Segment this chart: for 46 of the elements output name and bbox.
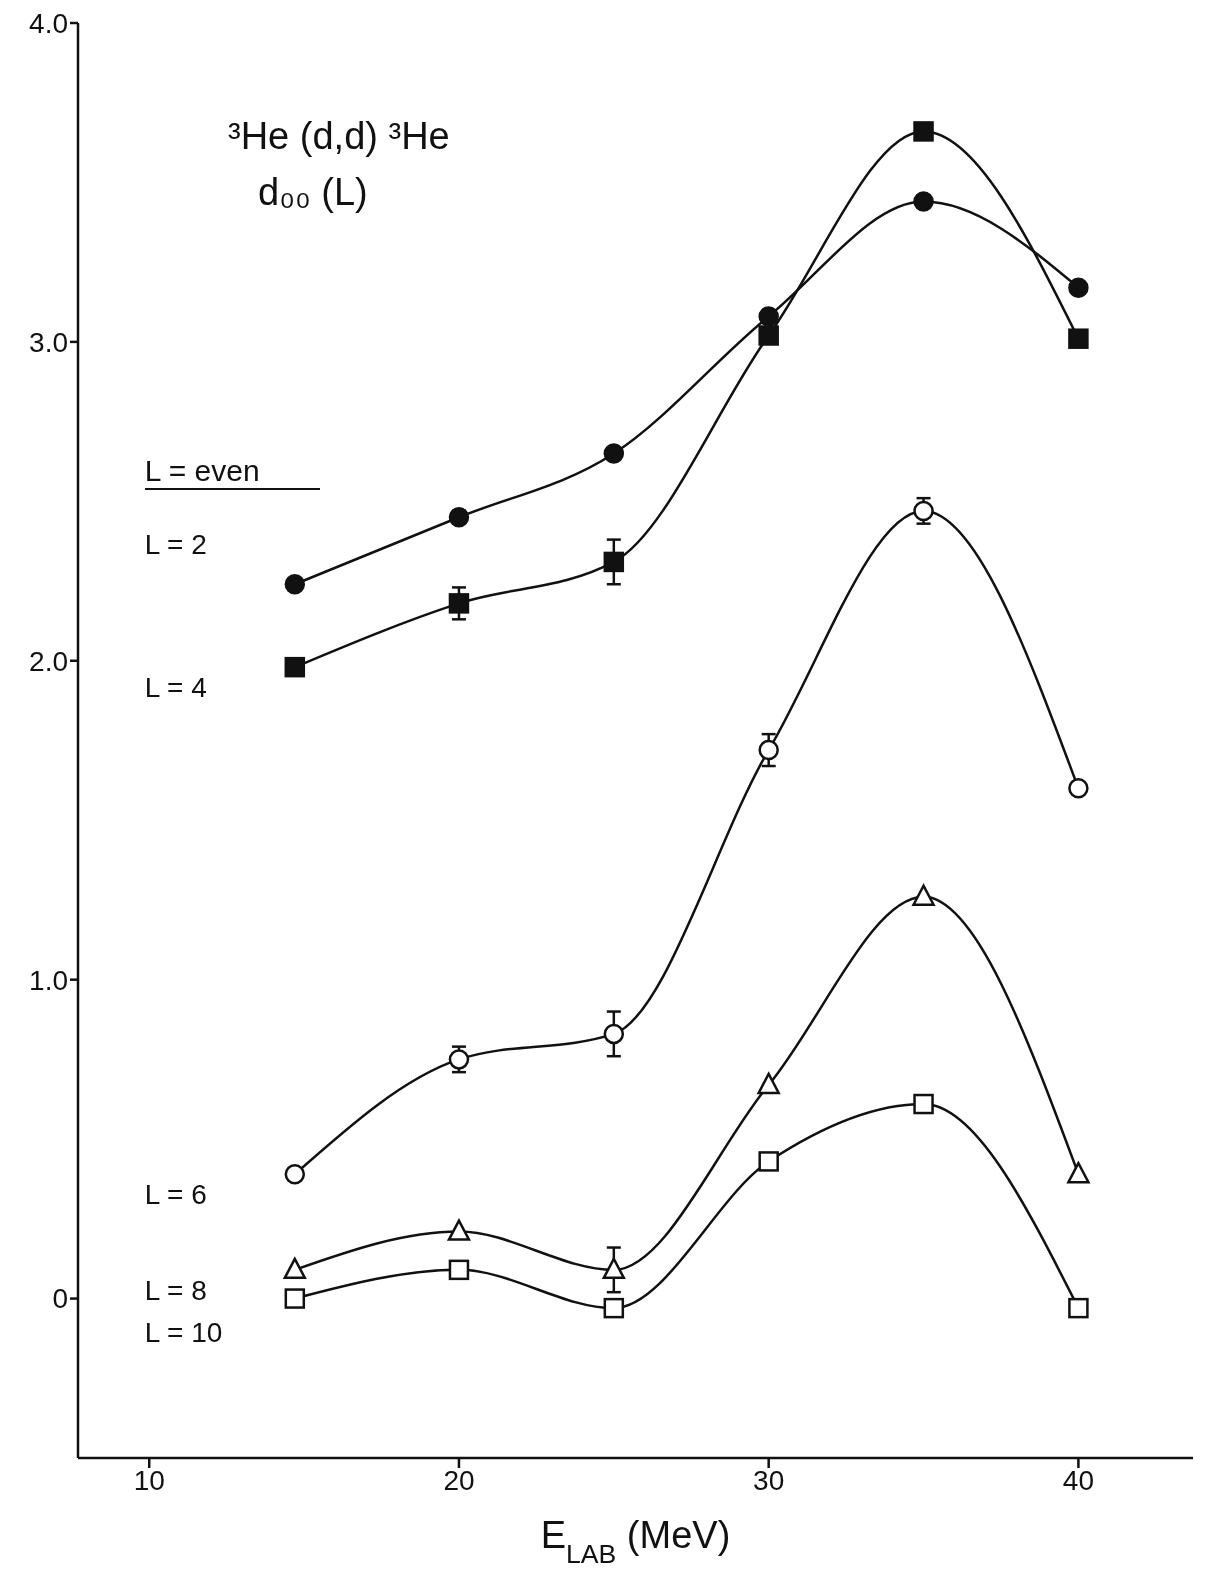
text: L = 8 <box>144 1274 207 1307</box>
point <box>1067 1161 1090 1184</box>
point <box>602 1257 626 1280</box>
y-tick-label: 0 <box>52 1283 68 1315</box>
point <box>913 191 934 212</box>
y-tick-label: 1.0 <box>29 964 68 996</box>
point <box>757 1072 780 1095</box>
x-axis-title: E$_{LAB}$ (MeV) <box>540 1514 731 1569</box>
point <box>283 1257 307 1280</box>
point <box>284 1163 306 1185</box>
x-tick-label: 40 <box>1062 1464 1094 1496</box>
text: d₀₀ (L) <box>257 170 369 215</box>
point <box>448 507 470 528</box>
text: L = 6 <box>144 1179 207 1212</box>
y-tick-label: 4.0 <box>29 7 68 39</box>
text: L = 10 <box>144 1316 223 1349</box>
point <box>603 551 625 573</box>
point <box>913 1093 934 1115</box>
x-tick-label: 30 <box>753 1464 785 1496</box>
point <box>603 1297 625 1319</box>
point <box>758 325 779 346</box>
text: L = 2 <box>144 529 207 562</box>
x-tick-label: 20 <box>443 1464 475 1496</box>
y-tick-label: 2.0 <box>29 645 68 677</box>
y-tick-label: 3.0 <box>29 326 68 358</box>
point <box>1068 1297 1089 1319</box>
point <box>603 1023 625 1045</box>
point <box>1068 328 1089 349</box>
x-tick-label: 10 <box>133 1464 165 1496</box>
point <box>912 884 935 907</box>
text: ³He (d,d) ³He <box>228 114 450 159</box>
point <box>913 121 934 142</box>
point <box>758 1151 779 1172</box>
point <box>284 573 306 595</box>
point <box>284 656 306 678</box>
point <box>758 306 779 327</box>
text: L = 4 <box>144 672 207 705</box>
point <box>448 593 470 614</box>
point <box>1068 277 1089 298</box>
point <box>447 1219 471 1241</box>
point <box>448 1259 470 1281</box>
point <box>603 443 625 464</box>
point <box>758 739 779 761</box>
legend-title: L = even <box>144 454 320 491</box>
point <box>1068 778 1089 799</box>
point <box>284 1288 306 1309</box>
